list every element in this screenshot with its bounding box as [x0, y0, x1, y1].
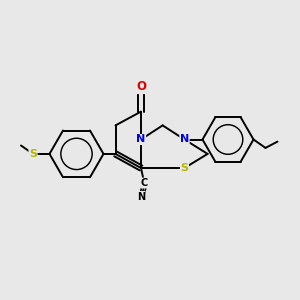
Text: O: O [136, 80, 146, 94]
Text: N: N [136, 134, 146, 145]
Text: N: N [180, 134, 189, 145]
Text: S: S [181, 163, 188, 173]
Text: S: S [29, 149, 37, 159]
Text: C: C [141, 178, 148, 188]
Text: N: N [137, 191, 145, 202]
